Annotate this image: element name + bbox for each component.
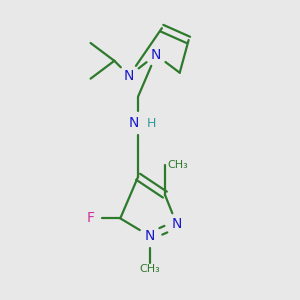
- Text: N: N: [124, 69, 134, 83]
- Text: CH₃: CH₃: [140, 264, 160, 274]
- Text: H: H: [147, 117, 156, 130]
- Text: N: N: [145, 229, 155, 243]
- Text: N: N: [151, 48, 161, 62]
- Text: N: N: [128, 116, 139, 130]
- Text: CH₃: CH₃: [168, 160, 189, 170]
- Text: N: N: [172, 217, 182, 231]
- Text: F: F: [87, 212, 94, 225]
